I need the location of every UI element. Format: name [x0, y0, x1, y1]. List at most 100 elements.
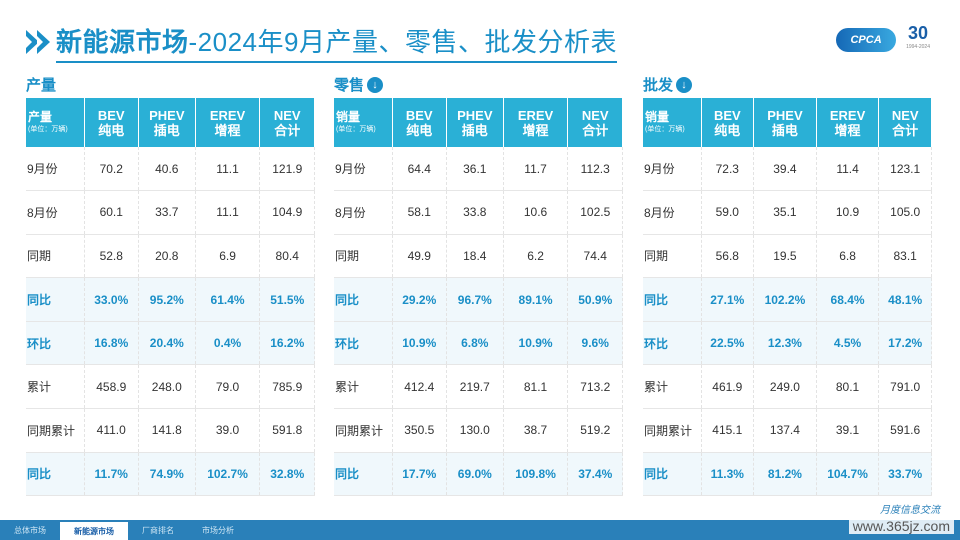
data-table-2: 销量 (单位：万辆) BEV 纯电 PHEV 插电 EREV 增程 NEV 合计 9月份 72.3 39…: [643, 98, 932, 497]
table-cell: 80.4: [259, 234, 315, 279]
table-row: 同比 29.2% 96.7% 89.1% 50.9%: [334, 277, 623, 322]
table-row: 同比 33.0% 95.2% 61.4% 51.5%: [26, 277, 315, 322]
row-label: 同期: [334, 234, 393, 279]
table-row: 环比 16.8% 20.4% 0.4% 16.2%: [26, 321, 315, 366]
row-label: 同比: [643, 277, 702, 322]
table-cell: 48.1%: [878, 277, 932, 322]
table-cell: 18.4: [446, 234, 504, 279]
table-cell: 4.5%: [816, 321, 880, 366]
table-row: 同比 17.7% 69.0% 109.8% 37.4%: [334, 452, 623, 497]
cpca-logo: CPCA 30 1994-2024: [836, 24, 930, 54]
table-row: 同比 27.1% 102.2% 68.4% 48.1%: [643, 277, 932, 322]
cpca-brand: CPCA: [850, 34, 882, 46]
table-cell: 39.4: [753, 147, 817, 192]
bottom-tab-3[interactable]: 市场分析: [202, 525, 234, 535]
table-row: 同比 11.3% 81.2% 104.7% 33.7%: [643, 452, 932, 497]
table-header-col: BEV 纯电: [701, 98, 755, 147]
table-cell: 83.1: [878, 234, 932, 279]
table-cell: 219.7: [446, 364, 504, 410]
table-cell: 33.7: [138, 190, 196, 235]
table-header-row: 销量 (单位：万辆) BEV 纯电 PHEV 插电 EREV 增程 NEV 合计: [334, 98, 623, 147]
row-label: 9月份: [26, 147, 85, 192]
section-label-text: 产量: [26, 77, 57, 94]
table-cell: 11.7%: [84, 452, 139, 497]
row-label: 环比: [643, 321, 702, 366]
table-cell: 785.9: [259, 364, 315, 410]
table-header-row: 销量 (单位：万辆) BEV 纯电 PHEV 插电 EREV 增程 NEV 合计: [643, 98, 932, 147]
section-label-text: 批发: [643, 77, 674, 94]
row-label: 环比: [334, 321, 393, 366]
bottom-tab-1[interactable]: 新能源市场: [60, 520, 128, 540]
table-cell: 37.4%: [567, 452, 623, 497]
row-label: 8月份: [334, 190, 393, 235]
table-cell: 6.8%: [446, 321, 504, 366]
table-row: 同期累计 415.1 137.4 39.1 591.6: [643, 408, 932, 453]
table-cell: 80.1: [816, 364, 880, 410]
table-cell: 0.4%: [195, 321, 261, 366]
table-header-col: PHEV 插电: [753, 98, 817, 147]
cpca-logo-badge: CPCA: [836, 28, 897, 52]
table-row: 环比 22.5% 12.3% 4.5% 17.2%: [643, 321, 932, 366]
table-cell: 104.9: [259, 190, 315, 235]
row-label: 环比: [26, 321, 85, 366]
table-cell: 39.1: [816, 408, 880, 453]
row-label: 同期累计: [334, 408, 393, 453]
data-table-0: 产量 (单位：万辆) BEV 纯电 PHEV 插电 EREV 增程 NEV 合计 9月份 70.2 40…: [26, 98, 315, 497]
table-cell: 70.2: [84, 147, 139, 192]
bottom-tab-0[interactable]: 总体市场: [14, 525, 46, 535]
table-cell: 11.3%: [701, 452, 755, 497]
table-cell: 102.5: [567, 190, 623, 235]
row-label: 同期: [26, 234, 85, 279]
table-header-col: EREV 增程: [816, 98, 880, 147]
table-cell: 112.3: [567, 147, 623, 192]
row-label: 同期: [643, 234, 702, 279]
bottom-nav-bar: 总体市场 新能源市场 厂商排名 市场分析: [0, 520, 960, 540]
table-cell: 74.9%: [138, 452, 196, 497]
table-cell: 89.1%: [503, 277, 569, 322]
table-cell: 56.8: [701, 234, 755, 279]
table-row: 环比 10.9% 6.8% 10.9% 9.6%: [334, 321, 623, 366]
table-header-col: PHEV 插电: [446, 98, 504, 147]
section-label-1[interactable]: 零售 ↓: [334, 74, 384, 95]
table-cell: 10.6: [503, 190, 569, 235]
table-cell: 102.7%: [195, 452, 261, 497]
table-row: 同期 52.8 20.8 6.9 80.4: [26, 234, 315, 279]
row-label: 累计: [334, 364, 393, 410]
section-label-2[interactable]: 批发 ↓: [643, 74, 693, 95]
table-row: 同期累计 350.5 130.0 38.7 519.2: [334, 408, 623, 453]
table-cell: 350.5: [392, 408, 447, 453]
table-cell: 17.2%: [878, 321, 932, 366]
table-cell: 60.1: [84, 190, 139, 235]
table-cell: 249.0: [753, 364, 817, 410]
table-cell: 32.8%: [259, 452, 315, 497]
table-cell: 10.9: [816, 190, 880, 235]
table-cell: 33.8: [446, 190, 504, 235]
table-cell: 33.0%: [84, 277, 139, 322]
table-cell: 9.6%: [567, 321, 623, 366]
bottom-tab-2[interactable]: 厂商排名: [142, 525, 174, 535]
table-cell: 38.7: [503, 408, 569, 453]
table-cell: 412.4: [392, 364, 447, 410]
table-header-first: 销量 (单位：万辆): [334, 98, 393, 147]
table-cell: 20.4%: [138, 321, 196, 366]
table-cell: 141.8: [138, 408, 196, 453]
watermark: www.365jz.com: [848, 518, 954, 534]
table-cell: 74.4: [567, 234, 623, 279]
row-label: 同期累计: [643, 408, 702, 453]
table-cell: 591.8: [259, 408, 315, 453]
table-cell: 458.9: [84, 364, 139, 410]
row-label: 同期累计: [26, 408, 85, 453]
arrow-down-circle-icon[interactable]: ↓: [676, 76, 693, 93]
table-cell: 20.8: [138, 234, 196, 279]
table-cell: 137.4: [753, 408, 817, 453]
table-cell: 50.9%: [567, 277, 623, 322]
row-label: 8月份: [26, 190, 85, 235]
table-cell: 105.0: [878, 190, 932, 235]
anniversary-logo: 30 1994-2024: [906, 24, 930, 54]
table-row: 9月份 64.4 36.1 11.7 112.3: [334, 147, 623, 192]
arrow-down-circle-icon[interactable]: ↓: [367, 76, 384, 93]
table-cell: 104.7%: [816, 452, 880, 497]
table-cell: 17.7%: [392, 452, 447, 497]
table-cell: 35.1: [753, 190, 817, 235]
table-cell: 49.9: [392, 234, 447, 279]
